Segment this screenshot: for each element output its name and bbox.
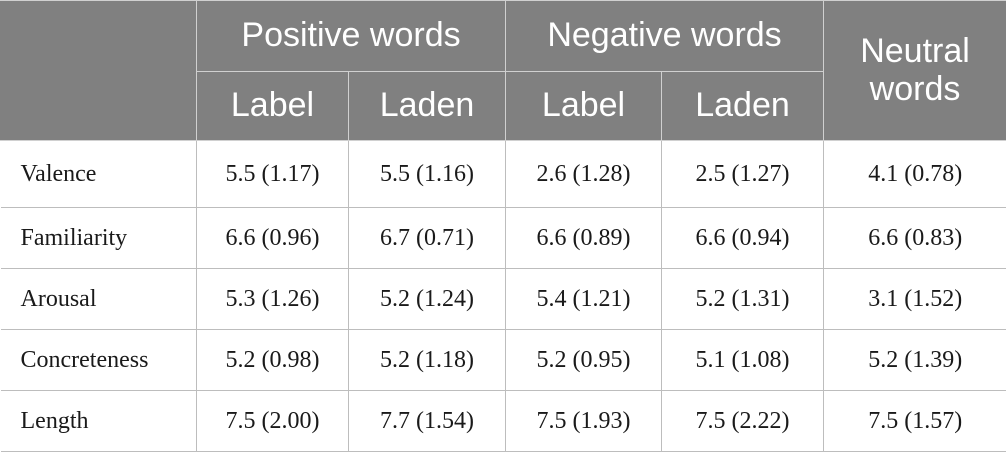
table-cell: 2.5 (1.27) (661, 140, 825, 208)
table-cell: 6.7 (0.71) (347, 207, 507, 269)
header-negative-label: Label (505, 71, 663, 141)
table-row: Concreteness 5.2 (0.98) 5.2 (1.18) 5.2 (… (0, 329, 1006, 391)
table-cell: 6.6 (0.89) (505, 207, 663, 269)
header-row-subgroups: Label Laden Label Laden (1, 71, 1006, 141)
header-positive-words: Positive words (195, 0, 507, 72)
table-cell: 7.5 (1.93) (505, 390, 663, 452)
table-cell: 5.5 (1.16) (347, 140, 507, 208)
table-cell: 5.2 (1.39) (823, 329, 1006, 391)
table-cell: 7.5 (1.57) (823, 390, 1006, 452)
table-row: Arousal 5.3 (1.26) 5.2 (1.24) 5.4 (1.21)… (0, 268, 1006, 330)
table-row: Familiarity 6.6 (0.96) 6.7 (0.71) 6.6 (0… (0, 207, 1006, 269)
table-body: Valence 5.5 (1.17) 5.5 (1.16) 2.6 (1.28)… (0, 140, 1006, 452)
row-label: Familiarity (0, 207, 197, 269)
header-positive-label: Label (196, 71, 349, 141)
table-cell: 6.6 (0.83) (823, 207, 1006, 269)
row-label: Valence (0, 140, 197, 208)
row-label: Arousal (0, 268, 197, 330)
header-negative-laden: Laden (661, 71, 825, 141)
header-negative-words: Negative words (505, 0, 825, 72)
table-cell: 5.2 (1.24) (347, 268, 507, 330)
table-cell: 6.6 (0.94) (661, 207, 825, 269)
table-cell: 4.1 (0.78) (823, 140, 1006, 208)
table-cell: 5.4 (1.21) (505, 268, 663, 330)
table-cell: 5.2 (1.18) (347, 329, 507, 391)
table-cell: 7.5 (2.22) (661, 390, 825, 452)
header-neutral-words: Neutral words (823, 0, 1006, 141)
table-row: Valence 5.5 (1.17) 5.5 (1.16) 2.6 (1.28)… (0, 140, 1006, 208)
table-cell: 5.2 (0.98) (196, 329, 349, 391)
table-cell: 6.6 (0.96) (196, 207, 349, 269)
table-cell: 3.1 (1.52) (823, 268, 1006, 330)
table-cell: 5.1 (1.08) (661, 329, 825, 391)
header-corner-cell (0, 0, 197, 141)
row-label: Length (0, 390, 197, 452)
table-cell: 2.6 (1.28) (505, 140, 663, 208)
header-positive-laden: Laden (347, 71, 507, 141)
row-label: Concreteness (0, 329, 197, 391)
table-cell: 7.5 (2.00) (196, 390, 349, 452)
table-header: Positive words Negative words Neutral wo… (0, 0, 1006, 141)
word-ratings-table: Positive words Negative words Neutral wo… (0, 0, 1006, 452)
header-row-groups: Positive words Negative words Neutral wo… (0, 0, 1006, 141)
table-cell: 7.7 (1.54) (347, 390, 507, 452)
table-cell: 5.2 (1.31) (661, 268, 825, 330)
table-row: Length 7.5 (2.00) 7.7 (1.54) 7.5 (1.93) … (0, 390, 1006, 452)
table-cell: 5.5 (1.17) (196, 140, 349, 208)
table-cell: 5.2 (0.95) (505, 329, 663, 391)
table-cell: 5.3 (1.26) (196, 268, 349, 330)
